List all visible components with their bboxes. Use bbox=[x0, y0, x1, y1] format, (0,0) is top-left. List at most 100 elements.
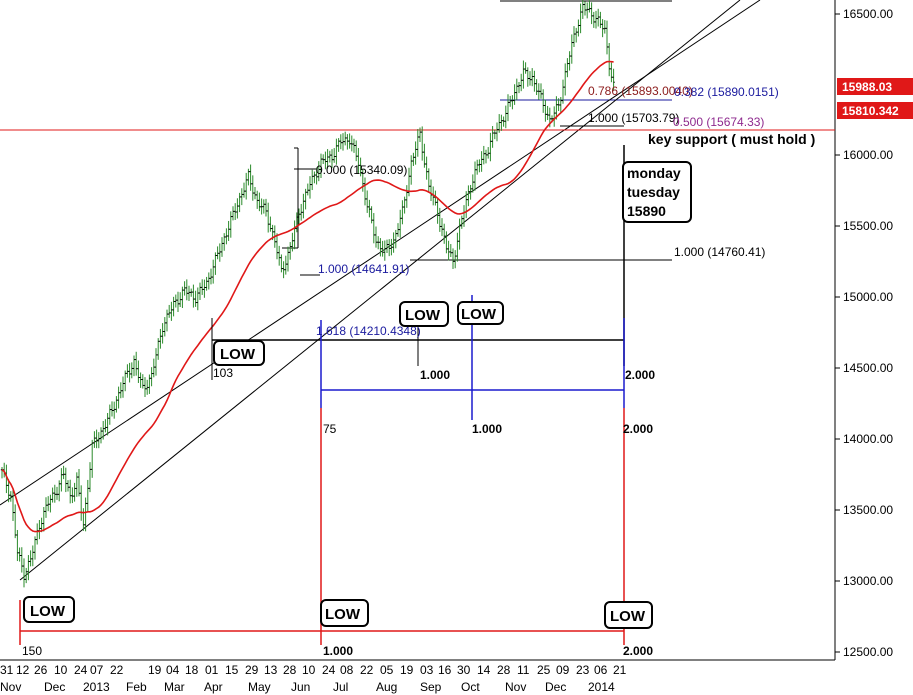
ohlc-bar bbox=[280, 254, 283, 273]
ohlc-bar bbox=[51, 487, 54, 503]
ohlc-bar bbox=[117, 386, 120, 409]
y-tick-label: 14500.00 bbox=[843, 361, 893, 375]
x-tick-label: 31 bbox=[0, 663, 14, 677]
cycle-label: 2.000 bbox=[623, 422, 653, 436]
ohlc-bar bbox=[22, 558, 26, 588]
ohlc-bar bbox=[592, 11, 595, 28]
ohlc-bar bbox=[286, 246, 290, 272]
ohlc-bar bbox=[216, 246, 219, 260]
ohlc-bar bbox=[350, 135, 353, 152]
ohlc-bar bbox=[581, 0, 584, 19]
ohlc-bar bbox=[326, 149, 329, 169]
ohlc-bar bbox=[500, 114, 503, 131]
ohlc-bar bbox=[267, 202, 270, 233]
ohlc-bar bbox=[29, 550, 32, 567]
ohlc-bar bbox=[69, 479, 72, 504]
x-month-label: Jul bbox=[333, 680, 348, 694]
x-tick-label: 23 bbox=[576, 663, 590, 677]
ohlc-bar bbox=[135, 351, 138, 376]
ohlc-bar bbox=[344, 131, 347, 146]
x-tick-label: 11 bbox=[517, 663, 530, 677]
ohlc-bar bbox=[176, 291, 180, 313]
ohlc-bar bbox=[333, 148, 336, 163]
x-month-label: 2014 bbox=[588, 680, 615, 694]
x-month-label: Mar bbox=[164, 680, 185, 694]
ohlc-bar bbox=[44, 497, 48, 518]
ohlc-bar bbox=[161, 323, 164, 344]
ohlc-bar bbox=[502, 116, 505, 127]
ohlc-bar bbox=[379, 238, 382, 257]
ohlc-bar bbox=[88, 462, 92, 493]
ohlc-bar bbox=[95, 429, 98, 449]
ohlc-bar bbox=[172, 296, 175, 317]
ohlc-bar bbox=[245, 172, 248, 200]
cycle-label: 1.000 bbox=[323, 644, 353, 658]
ohlc-bar bbox=[77, 468, 81, 497]
fib-label: 1.000 (15703.79) bbox=[588, 111, 679, 125]
ohlc-bar bbox=[36, 523, 39, 545]
ohlc-bar bbox=[394, 229, 397, 249]
ohlc-bar bbox=[165, 309, 169, 332]
ohlc-bar bbox=[594, 10, 598, 29]
ohlc-bar bbox=[60, 468, 63, 492]
ohlc-bar bbox=[610, 62, 613, 83]
ohlc-bar bbox=[363, 177, 367, 206]
ohlc-bar bbox=[524, 62, 527, 74]
svg-text:LOW: LOW bbox=[461, 306, 497, 323]
ohlc-bar bbox=[93, 431, 96, 448]
ohlc-bar bbox=[460, 215, 463, 229]
ohlc-bar bbox=[456, 232, 459, 262]
ohlc-bar bbox=[517, 81, 521, 94]
cycle-label: 1.000 bbox=[472, 422, 502, 436]
ohlc-bar bbox=[80, 485, 83, 521]
ohlc-bar bbox=[86, 479, 89, 512]
ohlc-bar bbox=[359, 157, 362, 177]
ohlc-bar bbox=[141, 374, 144, 389]
ohlc-bar bbox=[143, 377, 147, 398]
ohlc-bar bbox=[227, 220, 230, 241]
ohlc-bar bbox=[214, 252, 217, 275]
low-box: LOW bbox=[457, 301, 504, 325]
ohlc-bar bbox=[194, 290, 197, 307]
x-tick-label: 12 bbox=[16, 663, 30, 677]
ohlc-bar bbox=[489, 132, 492, 162]
ohlc-bar bbox=[262, 199, 265, 214]
ohlc-bar bbox=[275, 233, 279, 260]
ohlc-bar bbox=[108, 404, 111, 425]
price-tag-last: 15988.03 bbox=[837, 78, 913, 95]
ohlc-bar bbox=[31, 545, 34, 567]
x-month-label: Nov bbox=[0, 680, 21, 694]
ohlc-bar bbox=[476, 159, 479, 175]
ohlc-bar bbox=[484, 149, 488, 164]
ohlc-bar bbox=[590, 2, 593, 25]
ohlc-bar bbox=[240, 188, 243, 206]
ohlc-bar bbox=[311, 169, 314, 191]
cycle-label: 75 bbox=[323, 422, 337, 436]
ohlc-bar bbox=[401, 200, 404, 225]
ohlc-bar bbox=[579, 3, 582, 34]
ohlc-bar bbox=[269, 216, 272, 232]
y-tick-label: 13500.00 bbox=[843, 503, 893, 517]
ohlc-bar bbox=[599, 11, 602, 29]
ohlc-bar bbox=[104, 419, 107, 433]
price-tag-label: 15988.03 bbox=[842, 80, 892, 94]
ohlc-bar bbox=[555, 96, 558, 120]
ohlc-bar bbox=[225, 228, 228, 245]
ohlc-bar bbox=[370, 206, 373, 224]
x-tick-label: 26 bbox=[34, 663, 48, 677]
ohlc-bar bbox=[368, 199, 371, 218]
ohlc-bar bbox=[416, 128, 419, 157]
y-tick-label: 16000.00 bbox=[843, 148, 893, 162]
ohlc-bar bbox=[564, 63, 567, 96]
x-month-label: Sep bbox=[420, 680, 442, 694]
date-note-box: monday tuesday 15890 bbox=[622, 161, 692, 223]
ohlc-bar bbox=[436, 198, 439, 224]
ohlc-bar bbox=[220, 237, 224, 257]
ohlc-bar bbox=[302, 193, 305, 219]
ohlc-bar bbox=[568, 51, 571, 71]
ohlc-bar bbox=[260, 198, 263, 215]
ohlc-bar bbox=[337, 138, 340, 152]
ohlc-bar bbox=[570, 34, 573, 64]
ohlc-bar bbox=[192, 284, 195, 308]
svg-text:LOW: LOW bbox=[220, 346, 256, 363]
